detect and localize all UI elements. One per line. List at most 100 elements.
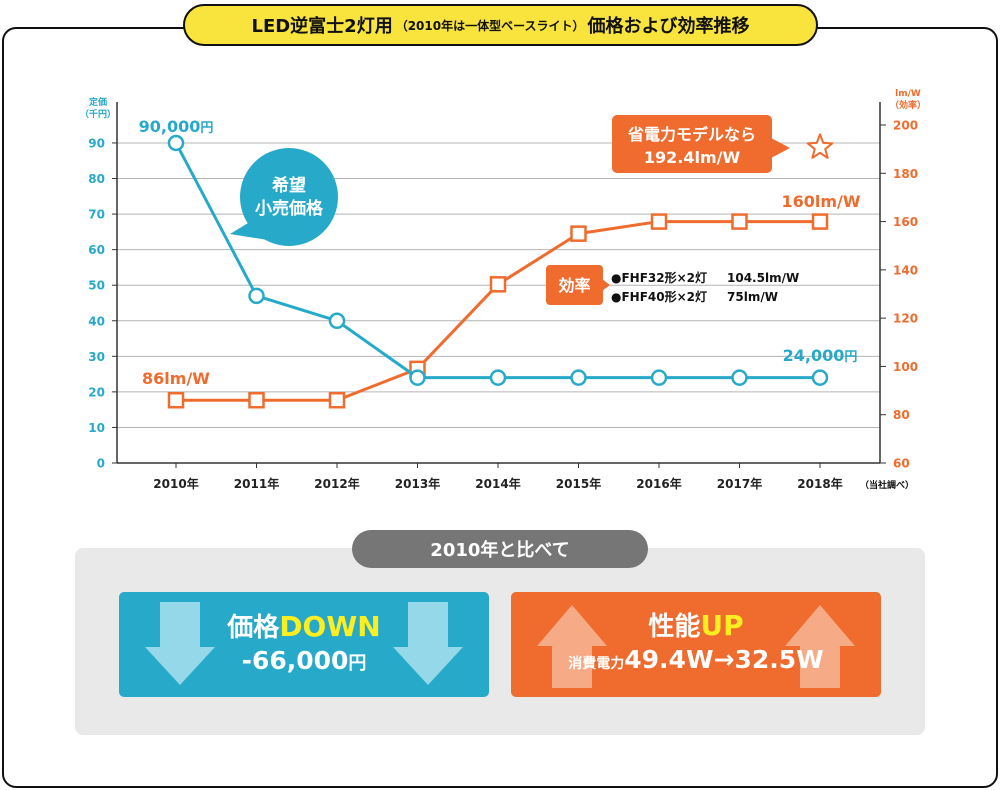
highlight-line2: 192.4lm/W: [644, 148, 741, 167]
x-tick-label: 2018年: [797, 476, 842, 491]
y-left-tick-label: 20: [88, 385, 105, 399]
series-price: [167, 134, 829, 386]
x-tick-label: 2014年: [475, 476, 520, 491]
performance-card-headline: 性能UP: [648, 609, 743, 644]
y-right-tick-label: 200: [893, 119, 918, 133]
price-series-label-line1: 希望: [272, 175, 306, 196]
y-right-tick-label: 180: [893, 167, 918, 181]
price-card-arrows: [145, 602, 463, 685]
title-tail: 価格および効率推移: [587, 16, 750, 37]
y-right-tick-label: 80: [893, 408, 910, 422]
price-callout-bubble: [240, 148, 338, 246]
price-start-value: 90,000: [139, 117, 201, 136]
data-point-price: [650, 369, 668, 386]
efficiency-label-box: [546, 265, 603, 305]
x-tick-label: 2016年: [636, 476, 681, 491]
data-point-efficiency: [570, 225, 587, 242]
data-point-price: [328, 312, 346, 330]
data-point-price: [409, 369, 426, 386]
y-left-tick-label: 50: [88, 279, 105, 293]
note-lamp: ●FHF40形×2灯: [611, 289, 707, 304]
chart-title: LED逆富士2灯用 （2010年は一体型ベースライト） 価格および効率推移: [183, 4, 818, 46]
price-series-callout: 希望 小売価格: [230, 148, 338, 246]
efficiency-start-label: 86lm/W: [142, 369, 210, 388]
y-right-tick-label: 160: [893, 215, 918, 229]
highlight-line1: 省電力モデルなら: [627, 125, 756, 144]
y-right-tick-label: 140: [893, 263, 918, 277]
y-right-tick-label: 120: [893, 312, 918, 326]
y-left-title-line1: 定価: [88, 96, 107, 108]
data-point-efficiency: [328, 391, 346, 409]
y-left-tick-label: 10: [88, 421, 105, 435]
price-series-label-line2: 小売価格: [255, 198, 324, 219]
arrow-up-icon: [537, 605, 607, 688]
x-tick-label: 2017年: [717, 476, 762, 491]
data-point-efficiency: [167, 391, 185, 409]
performance-up-card: 性能UP 消費電力49.4W→32.5W: [511, 592, 881, 697]
y-right-tick-label: 60: [893, 457, 910, 471]
efficiency-label-tail: [602, 279, 610, 291]
data-point-efficiency: [811, 213, 829, 230]
data-point-price: [811, 369, 829, 386]
axes: [112, 102, 886, 468]
performance-card-text: 性能UP 消費電力49.4W→32.5W: [511, 592, 881, 697]
price-card-value: -66,000: [241, 645, 349, 675]
y-left-title-line2: （千円）: [80, 108, 116, 120]
source-note: （当社調べ）: [860, 479, 914, 491]
title-note: （2010年は一体型ベースライト）: [395, 18, 585, 33]
y-left-tick-label: 0: [97, 457, 105, 471]
data-point-price: [731, 369, 748, 386]
arrow-down-icon: [145, 602, 215, 685]
data-point-price: [167, 134, 185, 152]
note-value: 104.5lm/W: [727, 271, 799, 285]
arrow-up-icon: [785, 605, 855, 688]
y-left-tick-label: 60: [88, 243, 105, 257]
price-card-emph: DOWN: [279, 609, 381, 643]
performance-card-value: 49.4W→32.5W: [624, 645, 824, 674]
note-lamp: ●FHF32形×2灯: [611, 270, 707, 285]
price-down-card: 価格DOWN -66,000円: [119, 592, 489, 697]
performance-card-sublabel: 消費電力: [568, 656, 625, 672]
data-point-efficiency: [731, 213, 748, 230]
x-tick-label: 2015年: [556, 476, 601, 491]
series-efficiency: [167, 213, 829, 409]
efficiency-series-label: 効率: [558, 276, 590, 295]
data-point-price: [489, 369, 507, 386]
chart: 0 10 20 30 40 50 60 70 80 90 60 80 100 120 140 160 180 20…: [80, 89, 926, 492]
price-start-label: 90,000円: [139, 117, 214, 136]
data-point-price: [248, 287, 265, 305]
price-start-unit: 円: [200, 121, 213, 136]
performance-card-label: 性能: [648, 612, 701, 642]
price-end-value: 24,000: [783, 346, 845, 365]
data-point-efficiency: [489, 276, 507, 293]
y-right-title-line2: （効率）: [890, 99, 926, 111]
price-card-unit: 円: [348, 652, 367, 674]
title-main: LED逆富士2灯用: [251, 16, 393, 37]
data-point-price: [570, 369, 587, 386]
price-card-text: 価格DOWN -66,000円: [119, 592, 489, 697]
price-end-label: 24,000円: [783, 346, 858, 365]
y-left-tick-label: 40: [88, 314, 105, 328]
data-point-efficiency: [650, 213, 668, 230]
y-right-title-line1: lm/W: [895, 89, 921, 99]
star-icon: [806, 133, 834, 159]
data-point-efficiency: [248, 391, 265, 409]
highlight-callout-box: [612, 115, 772, 173]
x-tick-label: 2013年: [395, 476, 440, 491]
performance-card-arrows: [537, 605, 855, 688]
x-tick-label: 2011年: [234, 476, 279, 491]
price-card-label: 価格: [227, 612, 280, 643]
x-tick-label: 2012年: [314, 476, 359, 491]
highlight-callout: 省電力モデルなら 192.4lm/W: [612, 115, 790, 173]
efficiency-end-label: 160lm/W: [781, 192, 860, 211]
performance-card-emph: UP: [700, 609, 744, 642]
y-left-tick-label: 70: [88, 208, 105, 222]
comparison-heading: 2010年と比べて: [352, 530, 648, 568]
note-value: 75lm/W: [727, 290, 778, 304]
y-left-tick-label: 30: [88, 350, 105, 364]
performance-card-value-line: 消費電力49.4W→32.5W: [568, 644, 823, 680]
y-left-tick-label: 90: [88, 136, 105, 150]
efficiency-notes: ●FHF32形×2灯 104.5lm/W ●FHF40形×2灯 75lm/W: [611, 270, 799, 304]
price-card-headline: 価格DOWN: [227, 610, 380, 645]
tick-labels: 0 10 20 30 40 50 60 70 80 90 60 80 100 120 140 160 180 20…: [88, 119, 918, 492]
